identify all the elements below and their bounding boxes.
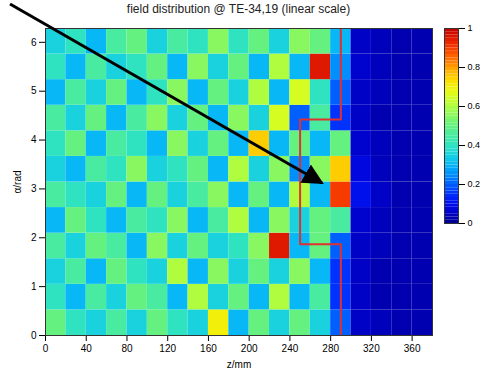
svg-text:0: 0 (468, 218, 473, 228)
svg-text:α/rad: α/rad (12, 170, 23, 193)
svg-text:360: 360 (404, 343, 421, 354)
svg-text:z/mm: z/mm (227, 359, 251, 370)
svg-text:2: 2 (31, 232, 37, 243)
svg-text:120: 120 (159, 343, 176, 354)
svg-text:200: 200 (241, 343, 258, 354)
svg-text:1: 1 (468, 23, 473, 33)
svg-text:0.6: 0.6 (468, 101, 481, 111)
svg-text:6: 6 (31, 37, 37, 48)
svg-text:40: 40 (81, 343, 93, 354)
svg-text:1: 1 (31, 281, 37, 292)
svg-text:160: 160 (200, 343, 217, 354)
svg-text:80: 80 (121, 343, 133, 354)
svg-text:3: 3 (31, 183, 37, 194)
svg-text:0: 0 (43, 343, 49, 354)
svg-text:4: 4 (31, 134, 37, 145)
svg-text:0.8: 0.8 (468, 62, 481, 72)
svg-text:0: 0 (31, 330, 37, 341)
svg-text:5: 5 (31, 85, 37, 96)
svg-text:0.4: 0.4 (468, 140, 481, 150)
svg-text:320: 320 (363, 343, 380, 354)
svg-text:280: 280 (322, 343, 339, 354)
svg-text:0.2: 0.2 (468, 179, 481, 189)
html-text:field distribution @ TE-34,19: field distribution @ TE-34,19 (linear sc… (126, 2, 351, 16)
svg-text:240: 240 (282, 343, 299, 354)
